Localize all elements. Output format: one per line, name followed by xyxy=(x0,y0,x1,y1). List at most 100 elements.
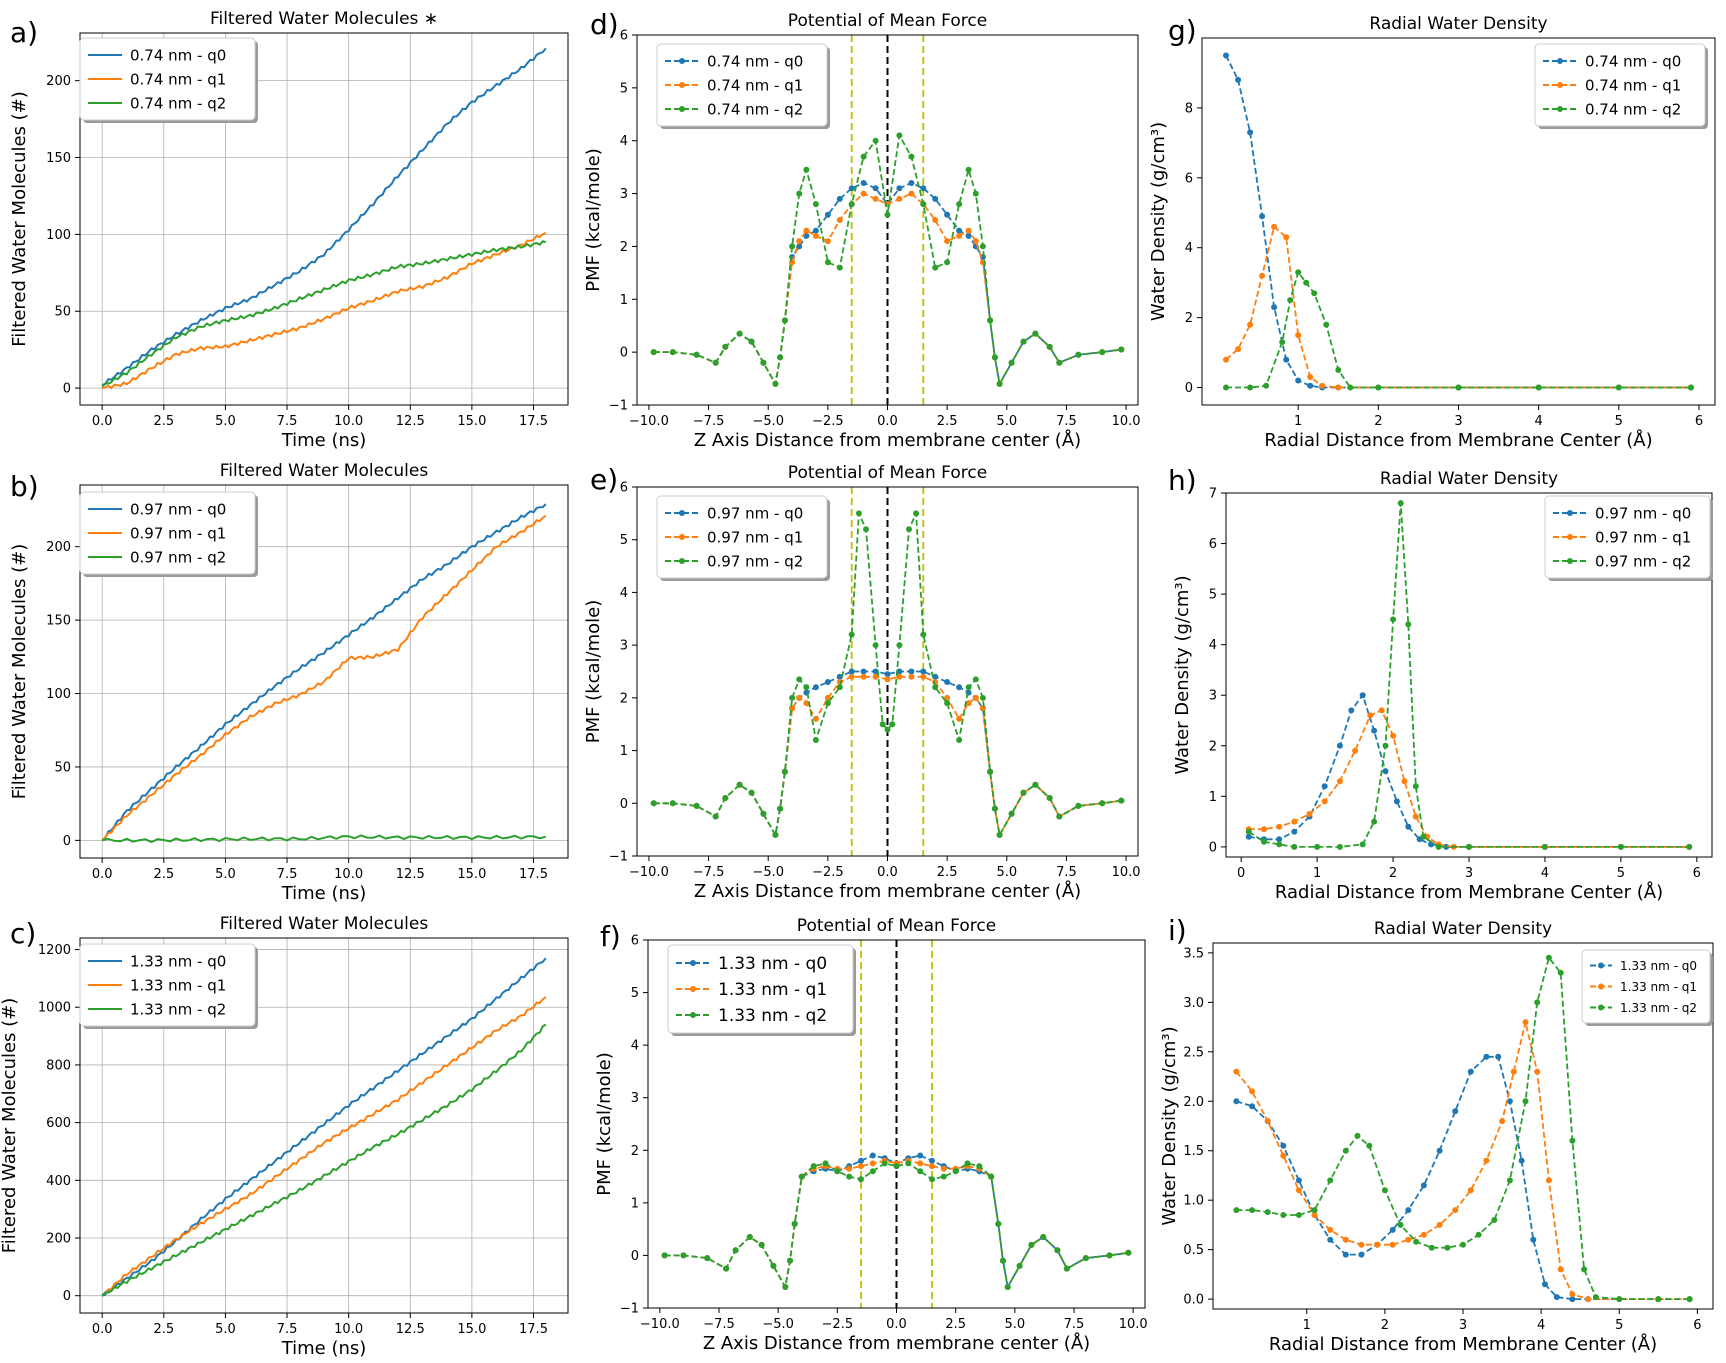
data-point xyxy=(836,264,843,271)
x-axis-label: Z Axis Distance from membrane center (Å) xyxy=(694,429,1081,451)
data-point xyxy=(920,673,927,680)
data-point xyxy=(812,684,819,691)
x-tick-label: 0.0 xyxy=(877,865,898,880)
chart-panel-c: 0.0 2.5 5.0 7.5 10.0 12.5 15.0 17.5 0 200 400 600 80… xyxy=(0,914,569,1359)
y-tick-label: −1 xyxy=(609,850,628,865)
y-tick-label: 2 xyxy=(620,691,628,706)
data-point xyxy=(1506,1177,1513,1184)
data-point xyxy=(972,676,979,683)
data-point xyxy=(1261,838,1267,845)
data-point xyxy=(896,195,903,202)
data-point xyxy=(1099,349,1106,356)
x-tick-label: 6 xyxy=(1693,1318,1701,1333)
data-point xyxy=(1420,833,1427,840)
y-tick-label: 0 xyxy=(1209,840,1217,855)
data-point xyxy=(1569,1291,1576,1298)
data-point xyxy=(812,227,819,234)
y-tick-label: −1 xyxy=(620,1302,639,1317)
data-point xyxy=(1306,811,1313,817)
data-point xyxy=(1247,129,1254,136)
legend-entry-label: 1.33 nm - q2 xyxy=(1620,1001,1697,1015)
series-line-q1 xyxy=(1248,709,1690,848)
data-point xyxy=(956,201,963,208)
data-point xyxy=(782,1284,789,1290)
y-tick-label: 1000 xyxy=(38,1001,71,1016)
data-point xyxy=(1295,1187,1302,1194)
data-point xyxy=(1008,359,1015,366)
data-point xyxy=(1046,343,1053,350)
data-point xyxy=(848,185,855,192)
data-point xyxy=(855,510,862,517)
x-tick-label: 5 xyxy=(1615,414,1623,429)
data-point xyxy=(650,800,657,807)
data-point xyxy=(661,1252,668,1259)
y-tick-label: 200 xyxy=(46,1232,71,1247)
x-tick-label: 0 xyxy=(1237,866,1245,881)
data-point xyxy=(1518,1157,1525,1164)
data-point xyxy=(1291,818,1298,825)
data-point xyxy=(1557,1266,1564,1273)
data-point xyxy=(1099,800,1106,807)
x-tick-label: 2 xyxy=(1381,1318,1389,1333)
legend-box xyxy=(79,491,256,575)
data-point xyxy=(1405,1236,1412,1243)
data-point xyxy=(1247,384,1254,391)
data-point xyxy=(906,526,912,533)
y-tick-label: 400 xyxy=(46,1174,71,1189)
data-point xyxy=(803,227,810,234)
data-point xyxy=(1259,272,1266,279)
data-point xyxy=(1287,297,1294,304)
data-point xyxy=(789,694,796,701)
series-line-q2 xyxy=(1226,270,1691,389)
x-tick-label: 17.5 xyxy=(519,867,548,882)
data-point xyxy=(1506,1098,1513,1105)
data-point xyxy=(1393,798,1400,805)
data-point xyxy=(1008,810,1015,817)
data-point xyxy=(1378,707,1385,714)
data-point xyxy=(1249,1103,1256,1110)
legend-marker xyxy=(690,960,696,966)
data-point xyxy=(965,166,972,173)
data-point xyxy=(908,190,915,197)
data-point xyxy=(1327,1177,1334,1184)
x-tick-label: −7.5 xyxy=(693,865,725,880)
y-tick-label: 0.0 xyxy=(1183,1293,1204,1308)
data-point xyxy=(965,700,972,707)
chart-title: Potential of Mean Force xyxy=(797,916,996,936)
x-tick-label: 12.5 xyxy=(396,414,425,429)
x-tick-label: 1 xyxy=(1313,866,1321,881)
x-tick-label: 5.0 xyxy=(215,1322,236,1337)
y-tick-label: 100 xyxy=(46,687,71,702)
data-point xyxy=(932,217,939,223)
data-point xyxy=(1371,818,1378,825)
y-tick-label: 4 xyxy=(1209,638,1217,653)
data-point xyxy=(1040,1234,1047,1240)
data-point xyxy=(872,195,879,202)
data-point xyxy=(1342,1236,1349,1243)
data-point xyxy=(987,768,994,775)
data-point xyxy=(781,317,788,324)
data-point xyxy=(1366,1142,1373,1149)
legend-box xyxy=(667,944,854,1034)
y-tick-label: 200 xyxy=(46,74,71,89)
legend-entry-label: 0.74 nm - q2 xyxy=(130,94,226,112)
data-point xyxy=(1271,223,1278,230)
data-point xyxy=(1264,1118,1271,1125)
data-point xyxy=(1460,1241,1466,1248)
data-point xyxy=(1335,384,1342,391)
data-point xyxy=(1686,843,1693,850)
data-point xyxy=(1483,1053,1490,1060)
data-point xyxy=(836,673,843,680)
data-point xyxy=(1412,813,1419,820)
data-point xyxy=(872,137,879,144)
x-tick-label: 3 xyxy=(1459,1318,1467,1333)
legend-entry-label: 0.74 nm - q0 xyxy=(707,52,803,70)
data-point xyxy=(1336,843,1343,850)
data-point xyxy=(796,190,803,197)
x-tick-label: −10.0 xyxy=(640,1317,680,1332)
x-axis-label: Time (ns) xyxy=(281,1338,367,1359)
y-tick-label: 1.0 xyxy=(1183,1194,1204,1209)
x-tick-label: 17.5 xyxy=(519,414,548,429)
legend-box xyxy=(656,43,828,127)
data-point xyxy=(944,238,951,245)
